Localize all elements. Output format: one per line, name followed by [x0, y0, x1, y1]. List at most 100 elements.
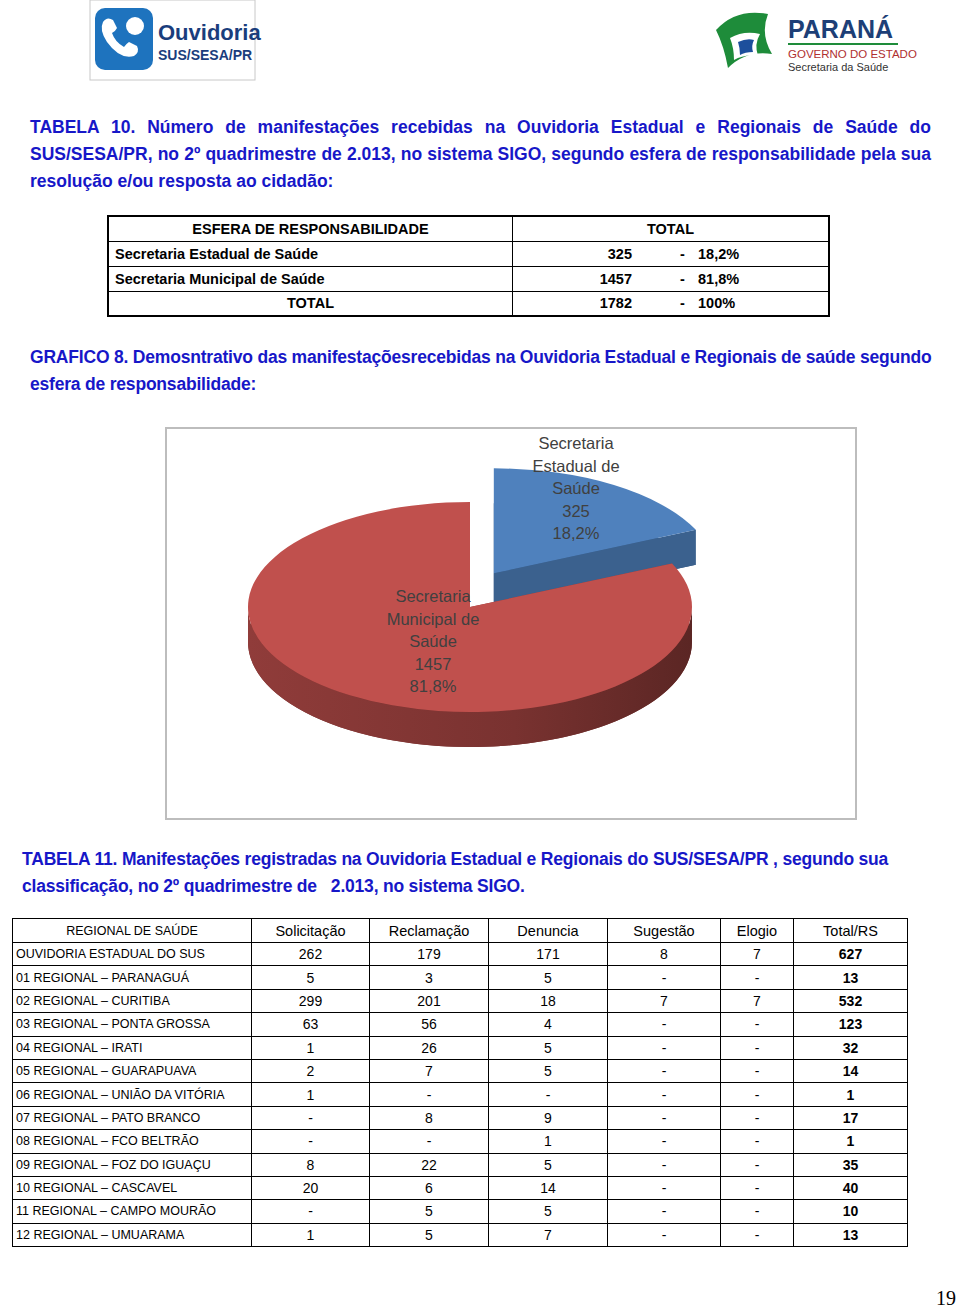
table-row: 04 REGIONAL – IRATI1265--32: [13, 1036, 908, 1059]
table-cell: 13: [794, 1223, 908, 1246]
table-cell: -: [721, 1106, 794, 1129]
table-cell: -: [608, 1106, 721, 1129]
state-flag: [738, 39, 754, 55]
table-cell: 7: [489, 1223, 608, 1246]
table-cell: -: [608, 1013, 721, 1036]
table-cell: 11 REGIONAL – CAMPO MOURÃO: [13, 1200, 252, 1223]
slices: [248, 468, 696, 747]
table-row: 02 REGIONAL – CURITIBA2992011877532: [13, 989, 908, 1012]
table-cell: 7: [721, 943, 794, 966]
data-label: 18,2%: [553, 524, 600, 542]
table-cell: 56: [370, 1013, 489, 1036]
table-cell: -: [608, 1130, 721, 1153]
table-cell: 7: [608, 989, 721, 1012]
table-cell: -: [608, 1153, 721, 1176]
table-cell: 179: [370, 943, 489, 966]
table-cell: Secretaria Estadual de Saúde: [108, 241, 513, 266]
table-cell: -: [252, 1106, 370, 1129]
logo-icon: [95, 8, 153, 70]
cell-box: 1782-100%: [513, 292, 828, 314]
category-line: Saúde: [409, 632, 457, 650]
table-row: Secretaria Estadual de Saúde325-18,2%: [108, 241, 829, 266]
logo-text: GOVERNO DO ESTADO: [788, 48, 917, 60]
table-cell: -: [721, 1223, 794, 1246]
data-labels: SecretariaEstadual deSaúde 325 18,2% Secret…: [387, 434, 620, 695]
logo-rule: [788, 43, 898, 45]
table-row: OUVIDORIA ESTADUAL DO SUS26217917187627: [13, 943, 908, 966]
table-cell: 325-18,2%: [513, 241, 830, 266]
table-cell: -: [370, 1130, 489, 1153]
table-cell: 7: [370, 1059, 489, 1082]
table-cell: 20: [252, 1176, 370, 1199]
state-flag: [730, 33, 760, 60]
table-cell: 4: [489, 1013, 608, 1036]
cell-number: 1457: [600, 271, 632, 287]
table-cell: -: [721, 966, 794, 989]
table-cell: 9: [489, 1106, 608, 1129]
table-cell: 8: [608, 943, 721, 966]
table-cell: 5: [252, 966, 370, 989]
cell-dash: -: [680, 246, 685, 262]
table-cell: 2: [252, 1059, 370, 1082]
table-cell: -: [721, 1153, 794, 1176]
table-cell: -: [370, 1083, 489, 1106]
table-row: ESFERA DE RESPONSABILIDADETOTAL: [108, 216, 829, 241]
table-header: ESFERA DE RESPONSABILIDADE: [108, 216, 513, 241]
table-cell: -: [252, 1200, 370, 1223]
chart-title: GRAFICO 8. Demosntrativo das manifestaçõ…: [30, 344, 942, 398]
cell-box: 1457-81,8%: [513, 268, 828, 290]
cell-percent: 18,2%: [698, 246, 739, 262]
table-row: REGIONAL DE SAÚDESolicitaçãoReclamaçãoDe…: [13, 919, 908, 943]
table-cell: 02 REGIONAL – CURITIBA: [13, 989, 252, 1012]
table-cell: 1: [794, 1083, 908, 1106]
table-cell: 08 REGIONAL – FCO BELTRÃO: [13, 1130, 252, 1153]
cell-number: 1782: [600, 295, 632, 311]
state-flag: [716, 13, 772, 68]
table-cell: 532: [794, 989, 908, 1012]
table-cell: 5: [489, 1153, 608, 1176]
table-cell: -: [608, 1036, 721, 1059]
table-cell: 10 REGIONAL – CASCAVEL: [13, 1176, 252, 1199]
table-row: 07 REGIONAL – PATO BRANCO-89--17: [13, 1106, 908, 1129]
table-cell: 04 REGIONAL – IRATI: [13, 1036, 252, 1059]
table-cell: -: [721, 1200, 794, 1223]
data-label: 325: [562, 502, 590, 520]
table-cell: 123: [794, 1013, 908, 1036]
table-cell: 10: [794, 1200, 908, 1223]
category-line: Secretaria: [538, 434, 614, 452]
table-cell: 01 REGIONAL – PARANAGUÁ: [13, 966, 252, 989]
table-cell: -: [721, 1083, 794, 1106]
slice-group: [248, 502, 692, 747]
slice-category: SecretariaEstadual deSaúde: [532, 434, 619, 497]
table: REGIONAL DE SAÚDESolicitaçãoReclamaçãoDe…: [12, 918, 908, 1247]
table-cell: 09 REGIONAL – FOZ DO IGUAÇU: [13, 1153, 252, 1176]
table-cell: 3: [370, 966, 489, 989]
table-cell: 14: [794, 1059, 908, 1082]
table-cell: -: [608, 1176, 721, 1199]
table-cell: 5: [489, 966, 608, 989]
cell-percent: 100%: [698, 295, 735, 311]
table-cell: 03 REGIONAL – PONTA GROSSA: [13, 1013, 252, 1036]
table-cell: 8: [252, 1153, 370, 1176]
pie-slice: [494, 468, 696, 573]
table-cell: -: [721, 1130, 794, 1153]
table-header: Reclamação: [370, 919, 489, 943]
cell-percent: 81,8%: [698, 271, 739, 287]
table-row: 08 REGIONAL – FCO BELTRÃO--1--1: [13, 1130, 908, 1153]
table-cell: -: [721, 1059, 794, 1082]
logo-text: Secretaria da Saúde: [788, 61, 888, 73]
data-label: 81,8%: [410, 677, 457, 695]
table-title: TABELA 11. Manifestações registradas na …: [22, 846, 934, 900]
table-header: REGIONAL DE SAÚDE: [13, 919, 252, 943]
cell-box: 325-18,2%: [513, 243, 828, 265]
table-cell: 22: [370, 1153, 489, 1176]
table-cell: 07 REGIONAL – PATO BRANCO: [13, 1106, 252, 1129]
table-cell: TOTAL: [108, 291, 513, 316]
table-cell: 1: [252, 1223, 370, 1246]
data-label: 1457: [415, 655, 452, 673]
table-row: 12 REGIONAL – UMUARAMA157--13: [13, 1223, 908, 1246]
pie-chart: SecretariaEstadual deSaúde 325 18,2% Secret…: [0, 420, 960, 830]
table-row: Secretaria Municipal de Saúde1457-81,8%: [108, 266, 829, 291]
table-cell: 8: [370, 1106, 489, 1129]
pie-slice: [248, 502, 692, 712]
